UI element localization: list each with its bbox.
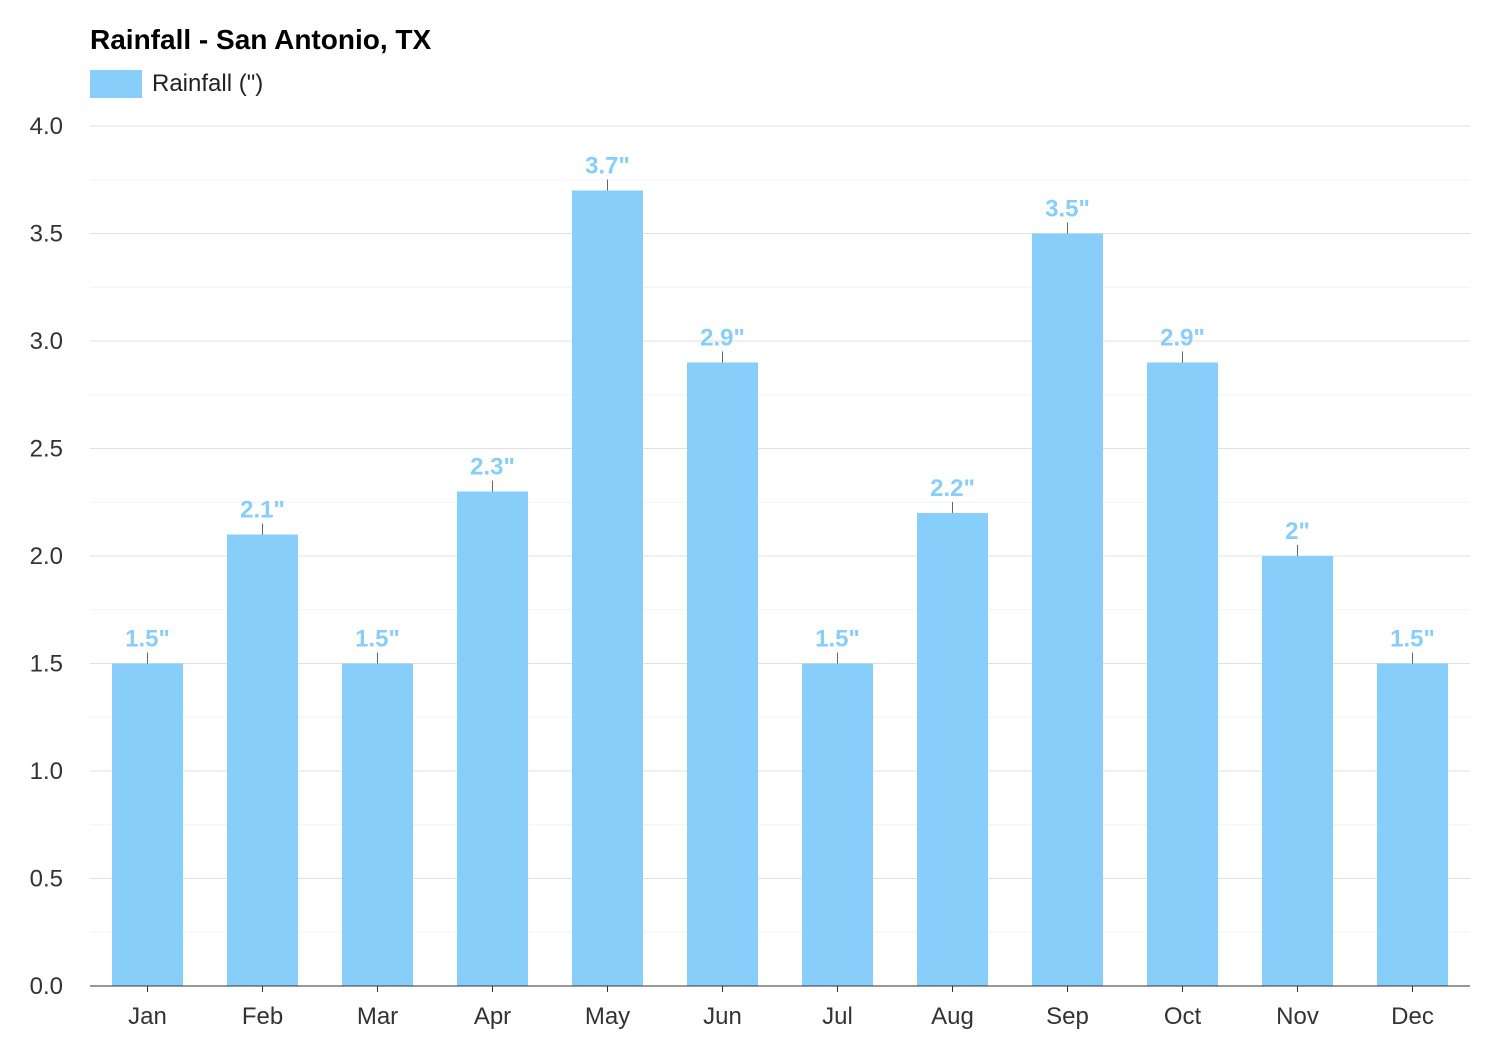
y-tick-label: 0.5	[30, 866, 63, 893]
y-tick-label: 2.0	[30, 543, 63, 570]
x-tick-label: Feb	[242, 1003, 283, 1030]
data-label: 2.2"	[930, 475, 975, 502]
y-tick-label: 2.5	[30, 436, 63, 463]
y-tick-label: 3.5	[30, 221, 63, 248]
bar-may	[572, 190, 643, 986]
bar-oct	[1147, 362, 1218, 986]
bar-jan	[112, 663, 183, 986]
legend-label: Rainfall (")	[152, 70, 264, 97]
bar-jul	[802, 663, 873, 986]
bar-sep	[1032, 233, 1103, 986]
x-tick-label: Oct	[1164, 1003, 1202, 1030]
bar-aug	[917, 513, 988, 986]
legend: Rainfall (")	[90, 70, 263, 98]
bar-feb	[227, 534, 298, 986]
bar-jun	[687, 362, 758, 986]
x-tick-label: Aug	[931, 1003, 974, 1030]
bars	[112, 190, 1448, 986]
data-label: 3.7"	[585, 153, 630, 180]
x-tick-label: Jun	[703, 1003, 742, 1030]
bar-mar	[342, 663, 413, 986]
bar-apr	[457, 491, 528, 986]
y-tick-label: 1.0	[30, 758, 63, 785]
data-labels: 1.5" 2.1" 1.5" 2.3" 3.7" 2.9" 1.5" 2.2" 3.5" 2.9"…	[125, 153, 1435, 664]
x-tick-label: Nov	[1276, 1003, 1319, 1030]
data-label: 2.9"	[700, 325, 745, 352]
y-tick-label: 1.5	[30, 651, 63, 678]
chart-title: Rainfall - San Antonio, TX	[90, 24, 432, 55]
x-tick-label: May	[585, 1003, 630, 1030]
x-tick-label: Sep	[1046, 1003, 1089, 1030]
y-tick-label: 0.0	[30, 973, 63, 1000]
y-tick-label: 3.0	[30, 328, 63, 355]
x-tick-label: Apr	[474, 1003, 511, 1030]
data-label: 2.3"	[470, 454, 515, 481]
data-label: 1.5"	[1390, 626, 1435, 653]
data-label: 2.1"	[240, 497, 285, 524]
y-axis: 0.0 0.5 1.0 1.5 2.0 2.5 3.0 3.5 4.0	[30, 113, 63, 1000]
bar-nov	[1262, 556, 1333, 986]
x-axis: Jan Feb Mar Apr May Jun Jul Aug Sep Oct Nov Dec	[90, 985, 1470, 1030]
data-label: 1.5"	[355, 626, 400, 653]
x-tick-label: Jul	[822, 1003, 853, 1030]
y-tick-label: 4.0	[30, 113, 63, 140]
data-label: 2.9"	[1160, 325, 1205, 352]
x-tick-label: Jan	[128, 1003, 167, 1030]
bar-dec	[1377, 663, 1448, 986]
x-tick-label: Mar	[357, 1003, 398, 1030]
data-label: 1.5"	[815, 626, 860, 653]
data-label: 1.5"	[125, 626, 170, 653]
data-label: 3.5"	[1045, 196, 1090, 223]
grid-lines	[90, 125, 1470, 933]
x-tick-label: Dec	[1391, 1003, 1434, 1030]
data-label: 2"	[1285, 518, 1310, 545]
legend-swatch	[90, 70, 142, 98]
